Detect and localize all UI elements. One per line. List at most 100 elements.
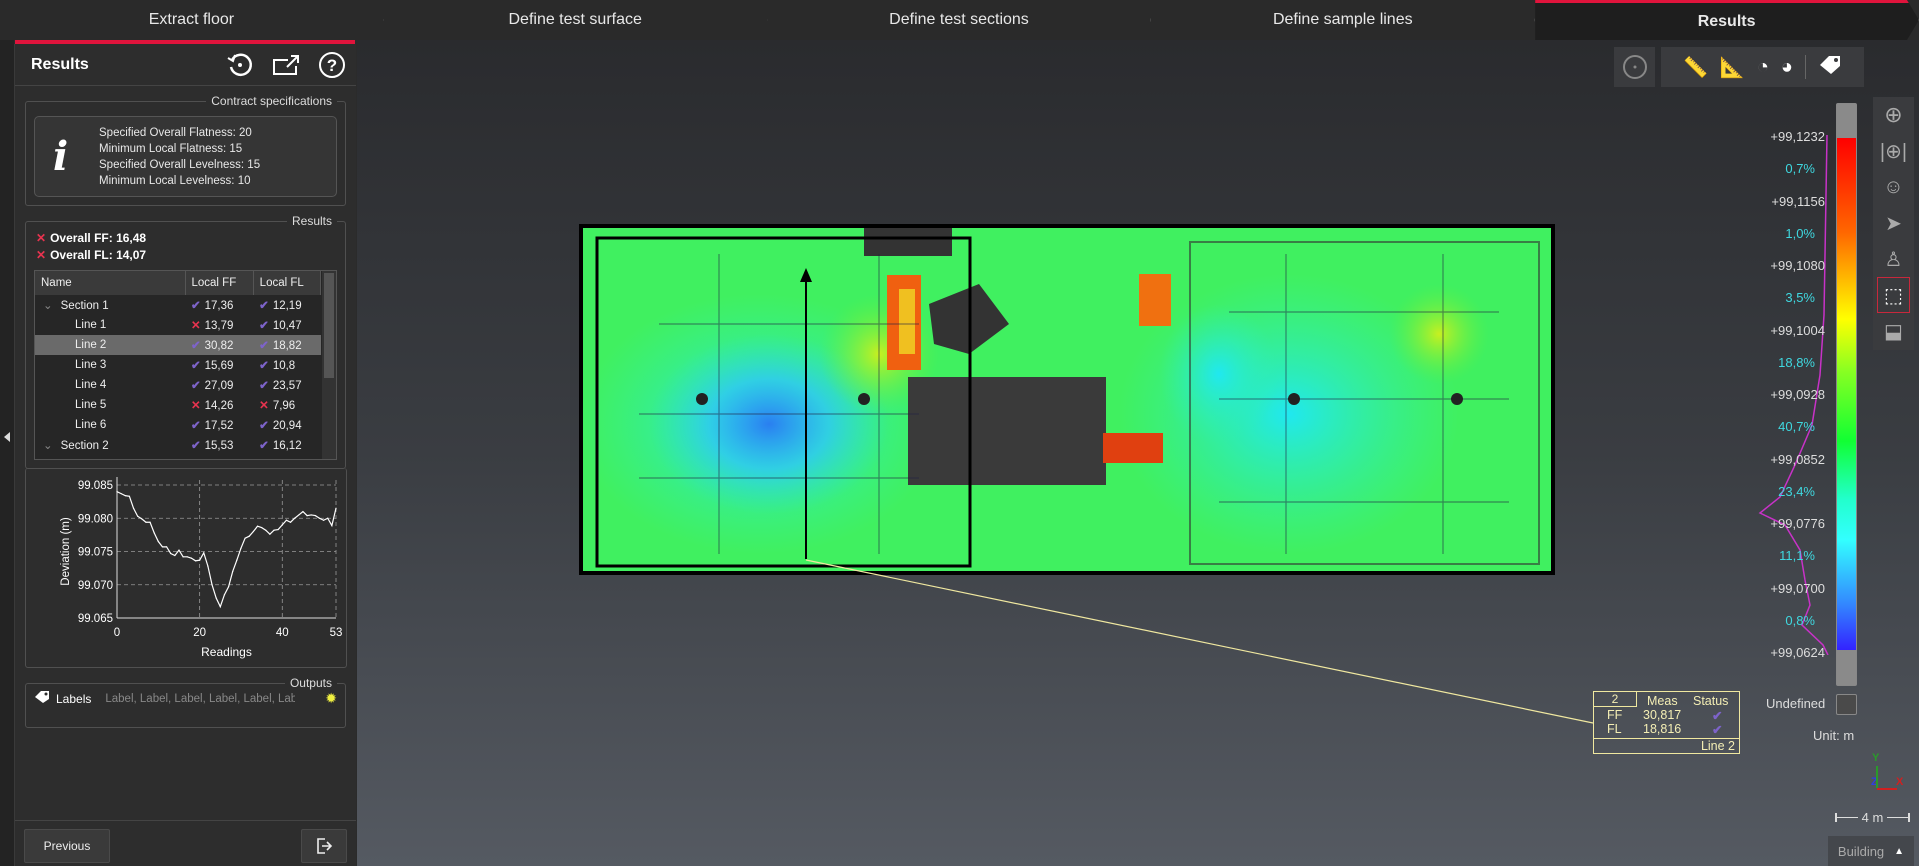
scale-value-label: +99,1004 (1770, 322, 1825, 338)
color-scale-bar[interactable] (1836, 103, 1857, 686)
profile-point (331, 524, 333, 527)
walk-icon[interactable]: ♙ (1884, 248, 1903, 271)
fly-icon[interactable]: ➤ (1885, 212, 1902, 235)
col-name[interactable]: Name (35, 271, 186, 295)
y-tick-label: 99.075 (78, 547, 113, 559)
spec-overall-levelness: Specified Overall Levelness: 15 (99, 158, 261, 171)
spec-overall-flatness: Specified Overall Flatness: 20 (99, 126, 252, 139)
results-table: Name Local FF Local FL ⌄ Section 1 ✔ 17,36… (34, 270, 337, 460)
profile-point (273, 529, 275, 531)
erase-ruler-icon[interactable]: 📐 (1719, 56, 1745, 79)
fail-icon: ✕ (36, 231, 47, 245)
tab-results[interactable]: Results (1535, 0, 1919, 40)
angle-profile-icon[interactable]: ◕ (1780, 55, 1793, 78)
orbit-icon[interactable]: ⊕ (1884, 102, 1903, 127)
line-callout[interactable]: 2 Meas Status FF 30,817 ✔ FL 18,816 ✔ Li… (1593, 691, 1740, 754)
profile-line (116, 491, 337, 609)
workflow-tabs: Extract floor Define test surface Define… (0, 0, 1919, 40)
unit-label: Unit: m (1813, 728, 1855, 743)
outputs-group: Outputs Labels Label, Label, Label, Labe… (25, 676, 346, 728)
histogram-percent-label: 23,4% (1778, 483, 1815, 499)
chevron-down-icon[interactable]: ⌄ (43, 300, 53, 312)
box-rotate-icon[interactable]: ⬓ (1884, 320, 1903, 343)
lightbulb-icon[interactable]: ✹ (325, 690, 337, 706)
profile-point (219, 606, 221, 608)
fail-icon: ✕ (191, 320, 201, 332)
row-local-fl: ✕ 7,96 (259, 400, 296, 412)
collapse-strip[interactable] (0, 40, 14, 866)
table-row[interactable]: Line 6 ✔ 17,52 ✔ 20,94 (35, 415, 321, 435)
undefined-color-swatch[interactable] (1836, 694, 1857, 715)
y-tick-label: 99.085 (78, 480, 113, 492)
label-tag-icon[interactable] (1818, 55, 1842, 80)
profile-point (269, 533, 271, 535)
collapse-arrow-icon[interactable] (4, 432, 10, 442)
pass-check-icon: ✔ (259, 440, 269, 452)
snap-button[interactable] (1614, 47, 1655, 87)
tab-define-test-sections[interactable]: Define test sections (768, 0, 1152, 40)
tag-icon (34, 690, 50, 707)
row-local-fl: ✔ 23,57 (259, 380, 302, 392)
table-row[interactable]: Line 4 ✔ 27,09 ✔ 23,57 (35, 375, 321, 395)
building-selector[interactable]: Building ▲ (1828, 836, 1914, 866)
scale-value-label: +99,0624 (1770, 645, 1825, 660)
table-row[interactable]: ⌄ Section 2 ✔ 15,53 ✔ 16,12 (35, 435, 321, 455)
table-row[interactable]: Line 2 ✔ 30,82 ✔ 18,82 (35, 335, 321, 355)
tab-define-sample-lines[interactable]: Define sample lines (1151, 0, 1535, 40)
results-legend: Results (291, 214, 332, 228)
view-toolbar: ⊕ |⊕| ☺ ➤ ♙ ⬚ ⬓ (1873, 97, 1914, 350)
callout-col-meas: Meas (1647, 694, 1678, 708)
bounding-box-icon[interactable]: ⬚ (1877, 277, 1910, 313)
panel-title: Results (31, 55, 89, 73)
profile-point (124, 495, 126, 497)
angle-measure-icon[interactable]: ◔ (1756, 55, 1769, 78)
pass-check-icon: ✔ (191, 340, 201, 352)
profile-point (141, 518, 143, 520)
building-label: Building (1837, 843, 1885, 859)
profile-point (281, 524, 283, 526)
outputs-legend: Outputs (289, 676, 332, 690)
pass-check-icon: ✔ (1712, 723, 1723, 737)
floor-deviation-map[interactable] (579, 224, 1555, 575)
table-row[interactable]: Line 1 ✕ 13,79 ✔ 10,47 (35, 315, 321, 335)
help-icon[interactable]: ? (316, 49, 348, 81)
svg-text:?: ? (327, 56, 337, 75)
table-row[interactable]: Line 3 ✔ 15,69 ✔ 10,8 (35, 355, 321, 375)
col-local-ff[interactable]: Local FF (185, 271, 254, 295)
table-row[interactable]: ⌄ Section 1 ✔ 17,36 ✔ 12,19 (35, 295, 321, 315)
fit-view-icon[interactable]: |⊕| (1879, 140, 1908, 163)
table-scrollbar[interactable] (322, 271, 336, 459)
profile-point (232, 570, 234, 573)
profile-point (223, 594, 226, 596)
pass-check-icon: ✔ (259, 360, 269, 372)
rotate-person-icon[interactable]: ☺ (1883, 175, 1904, 198)
exit-icon (317, 838, 333, 854)
axis-z-label: Z (1871, 776, 1878, 788)
profile-point (294, 517, 296, 519)
previous-button[interactable]: Previous (24, 829, 110, 863)
y-tick-label: 99.070 (78, 580, 113, 592)
pass-check-icon: ✔ (259, 420, 269, 432)
chevron-up-icon: ▲ (1894, 845, 1905, 857)
chevron-down-icon[interactable]: ⌄ (43, 440, 53, 452)
profile-point (153, 532, 155, 534)
callout-fl-value: 18,816 (1643, 722, 1682, 736)
exit-button[interactable] (301, 829, 347, 863)
row-local-fl: ✔ 16,12 (259, 440, 302, 452)
col-local-fl[interactable]: Local FL (253, 271, 322, 295)
export-icon[interactable] (270, 49, 302, 81)
labels-value[interactable]: Label, Label, Label, Label, Label, Lab (105, 692, 296, 705)
tab-extract-floor[interactable]: Extract floor (0, 0, 384, 40)
profile-point (236, 559, 238, 561)
tab-define-test-surface[interactable]: Define test surface (384, 0, 768, 40)
add-ruler-icon[interactable]: 📏 (1683, 56, 1708, 79)
profile-point (137, 515, 139, 517)
table-row[interactable]: Line 5 ✕ 14,26 ✕ 7,96 (35, 395, 321, 415)
pass-check-icon: ✔ (191, 360, 201, 372)
row-local-ff: ✔ 17,52 (191, 420, 234, 432)
histogram-percent-label: 11,1% (1779, 548, 1815, 564)
axis-x-label: X (1896, 776, 1904, 788)
profile-point (182, 556, 184, 558)
profile-point (248, 535, 250, 537)
reset-icon[interactable] (224, 49, 256, 81)
